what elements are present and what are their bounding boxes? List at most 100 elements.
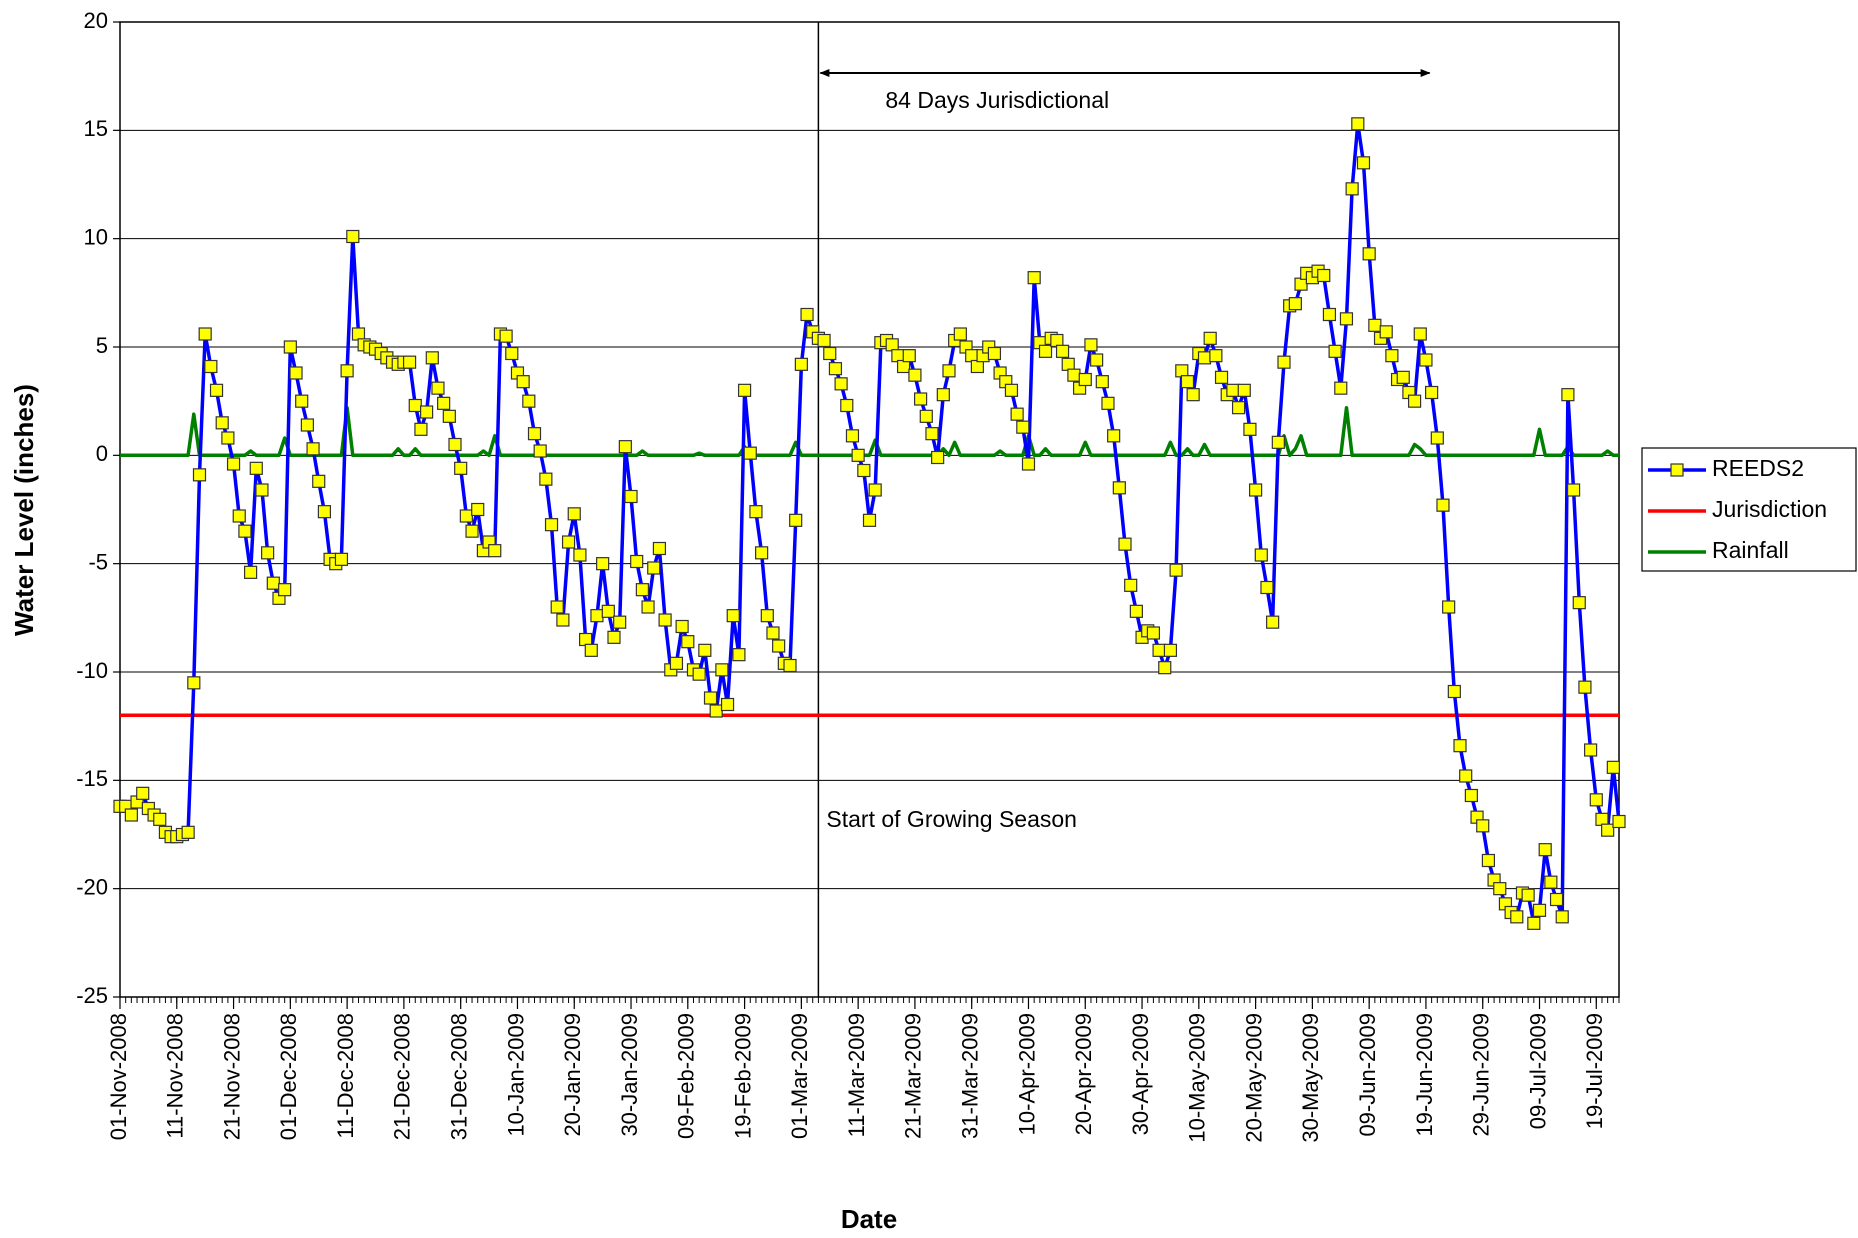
x-tick-label: 29-Jun-2009 xyxy=(1469,1013,1494,1137)
data-point xyxy=(1459,769,1473,783)
data-point xyxy=(896,359,911,374)
x-tick-label: 09-Jul-2009 xyxy=(1525,1013,1550,1129)
data-point xyxy=(334,552,349,566)
data-point xyxy=(1339,312,1354,326)
data-point xyxy=(1226,383,1240,397)
data-point xyxy=(1209,349,1223,363)
data-point xyxy=(658,613,672,627)
data-point xyxy=(840,398,854,413)
x-tick-label: 30-Apr-2009 xyxy=(1128,1013,1153,1135)
data-point xyxy=(1090,353,1104,367)
x-tick-label: 10-Apr-2009 xyxy=(1014,1013,1039,1135)
data-point xyxy=(942,364,956,378)
data-point xyxy=(1078,372,1092,387)
data-point xyxy=(919,409,933,423)
data-point xyxy=(402,355,417,369)
legend-label: Rainfall xyxy=(1712,537,1789,563)
data-point xyxy=(249,461,263,475)
data-point xyxy=(698,643,712,657)
data-point xyxy=(465,524,479,538)
x-tick-label: 11-Mar-2009 xyxy=(844,1013,869,1137)
data-point xyxy=(340,364,354,378)
data-point xyxy=(261,546,275,560)
x-tick-label: 19-Feb-2009 xyxy=(730,1013,755,1139)
data-point xyxy=(306,442,320,456)
data-point xyxy=(567,507,581,521)
x-tick-label: 30-Jan-2009 xyxy=(617,1013,642,1137)
data-point xyxy=(1237,383,1251,397)
data-point xyxy=(1561,388,1575,402)
data-point xyxy=(181,825,195,839)
data-point xyxy=(1368,318,1382,332)
data-point xyxy=(1430,431,1444,445)
plot-frame xyxy=(119,21,1620,998)
data-point xyxy=(1203,331,1217,345)
data-point xyxy=(834,377,848,391)
data-point xyxy=(1356,156,1371,170)
data-point xyxy=(289,366,303,380)
data-point xyxy=(647,561,661,575)
data-point xyxy=(601,604,615,618)
data-point xyxy=(420,405,434,419)
data-point xyxy=(709,704,723,718)
data-point xyxy=(715,663,729,677)
data-point xyxy=(766,626,780,640)
data-point xyxy=(556,613,570,627)
data-point xyxy=(1442,600,1456,614)
x-tick-label: 09-Jun-2009 xyxy=(1355,1013,1380,1137)
data-point xyxy=(278,583,292,597)
data-point xyxy=(885,338,899,352)
data-point xyxy=(669,656,684,670)
data-point xyxy=(561,535,576,549)
x-axis-label: Date xyxy=(841,1204,897,1234)
data-point xyxy=(931,450,945,465)
data-point xyxy=(153,812,167,826)
data-point xyxy=(448,437,462,452)
data-point xyxy=(618,440,632,454)
data-point xyxy=(737,383,752,397)
data-point xyxy=(1050,333,1064,348)
data-point xyxy=(1124,578,1138,592)
data-point xyxy=(1345,182,1359,196)
data-point xyxy=(1027,271,1041,285)
data-point xyxy=(238,524,252,538)
data-point xyxy=(488,544,502,558)
data-point xyxy=(817,333,831,348)
data-point xyxy=(772,639,786,653)
data-point xyxy=(755,546,769,560)
data-point xyxy=(1175,364,1189,378)
data-point xyxy=(1578,680,1592,694)
data-point xyxy=(431,381,445,395)
data-point xyxy=(124,808,138,822)
data-point xyxy=(459,509,473,523)
data-point xyxy=(198,327,212,341)
data-point xyxy=(266,576,280,590)
data-point xyxy=(1436,498,1450,512)
y-tick-label: 10 xyxy=(84,224,108,249)
data-point xyxy=(1334,381,1348,395)
data-point xyxy=(1481,853,1496,868)
data-point xyxy=(1288,297,1302,311)
x-tick-label: 11-Nov-2008 xyxy=(163,1013,188,1139)
data-point xyxy=(1589,793,1603,807)
data-point xyxy=(1010,407,1024,421)
data-point xyxy=(1385,349,1399,363)
data-point xyxy=(828,362,843,376)
data-point xyxy=(641,600,655,614)
data-point xyxy=(1038,344,1053,358)
data-point xyxy=(442,409,456,423)
y-tick-label: 15 xyxy=(84,116,108,141)
data-point xyxy=(902,349,916,363)
data-point xyxy=(1527,916,1541,930)
data-point xyxy=(1419,353,1433,367)
data-point xyxy=(1095,375,1109,389)
data-point xyxy=(908,368,922,382)
y-tick-label: 20 xyxy=(84,8,108,33)
data-point xyxy=(243,565,258,579)
data-point xyxy=(1243,422,1257,436)
data-point xyxy=(1249,483,1263,497)
data-point xyxy=(823,346,837,361)
x-tick-label: 01-Mar-2009 xyxy=(787,1013,812,1139)
data-point xyxy=(596,557,610,571)
